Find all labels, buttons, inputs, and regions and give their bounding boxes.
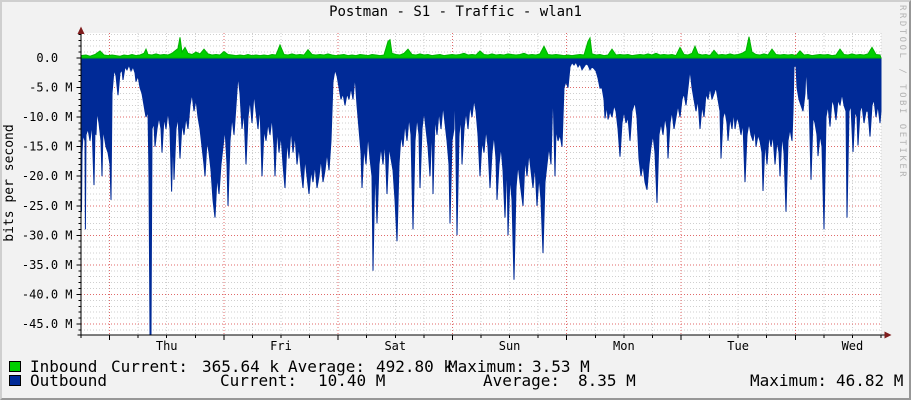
legend-outbound-swatch — [9, 375, 21, 386]
legend-outbound-average-label: Average: — [483, 371, 561, 390]
legend-outbound-maximum-label: Maximum: — [750, 371, 828, 390]
svg-text:-35.0 M: -35.0 M — [22, 258, 73, 272]
svg-text:Mon: Mon — [613, 339, 635, 353]
svg-text:Tue: Tue — [727, 339, 749, 353]
svg-text:-10.0 M: -10.0 M — [22, 110, 73, 124]
legend-inbound-maximum-value: 3.53 M — [532, 357, 590, 376]
legend-outbound-average-value: 8.35 M — [578, 371, 636, 390]
svg-text:-25.0 M: -25.0 M — [22, 199, 73, 213]
svg-text:Wed: Wed — [842, 339, 864, 353]
svg-text:Sat: Sat — [384, 339, 406, 353]
svg-text:-45.0 M: -45.0 M — [22, 317, 73, 331]
rrdtool-watermark: RRDTOOL / TOBI OETIKER — [897, 5, 907, 180]
svg-text:-20.0 M: -20.0 M — [22, 169, 73, 183]
svg-text:0.0: 0.0 — [36, 51, 72, 65]
legend-inbound-current-value: 365.64 k — [202, 357, 280, 376]
legend-inbound-current-label: Current: — [111, 357, 189, 376]
svg-text:Fri: Fri — [270, 339, 292, 353]
legend-outbound-current-label: Current: — [220, 371, 298, 390]
legend-inbound-label: Inbound — [30, 357, 98, 376]
legend-inbound-swatch — [9, 361, 21, 372]
legend-inbound-average-label: Average: — [288, 357, 366, 376]
svg-text:-30.0 M: -30.0 M — [22, 228, 73, 242]
svg-text:-15.0 M: -15.0 M — [22, 140, 73, 154]
legend-outbound-maximum-value: 46.82 M — [836, 371, 904, 390]
legend-inbound-maximum-label: Maximum: — [448, 357, 526, 376]
svg-text:-5.0 M: -5.0 M — [29, 81, 72, 95]
graph-title: Postman - S1 - Traffic - wlan1 — [329, 4, 582, 20]
legend-inbound-average-value: 492.80 k — [376, 357, 454, 376]
svg-text:-40.0 M: -40.0 M — [22, 287, 73, 301]
legend-outbound-current-value: 10.40 M — [318, 371, 386, 390]
legend-outbound-label: Outbound — [30, 371, 108, 390]
svg-text:Thu: Thu — [156, 339, 178, 353]
svg-text:Sun: Sun — [499, 339, 521, 353]
